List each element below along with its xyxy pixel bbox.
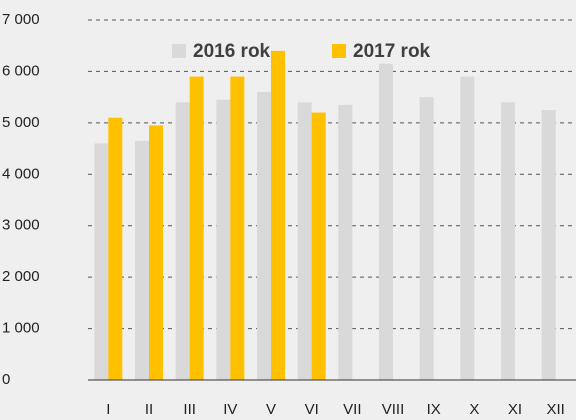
bar <box>312 113 326 380</box>
bar <box>149 125 163 380</box>
background <box>0 0 576 420</box>
x-tick-label: VII <box>343 401 361 418</box>
legend-label: 2017 rok <box>353 41 431 62</box>
x-tick-label: IV <box>223 401 237 418</box>
x-tick-label: I <box>106 401 110 418</box>
y-tick-label: 2 000 <box>2 268 40 285</box>
bar <box>216 100 230 380</box>
bar <box>298 102 312 380</box>
chart: 01 0002 0003 0004 0005 0006 0007 000IIII… <box>0 0 576 420</box>
y-tick-label: 0 <box>2 371 10 388</box>
bar <box>108 118 122 380</box>
bar <box>379 64 393 380</box>
bar <box>542 110 556 380</box>
y-tick-label: 1 000 <box>2 320 40 337</box>
y-tick-label: 6 000 <box>2 62 40 79</box>
bar <box>501 102 515 380</box>
bar <box>271 51 285 380</box>
bar <box>257 92 271 380</box>
x-tick-label: IX <box>427 401 441 418</box>
bar <box>420 97 434 380</box>
y-tick-label: 5 000 <box>2 114 40 131</box>
x-tick-label: X <box>469 401 479 418</box>
bar <box>338 105 352 380</box>
x-tick-label: VIII <box>382 401 405 418</box>
legend-label: 2016 rok <box>193 41 271 62</box>
x-tick-label: VI <box>305 401 319 418</box>
x-tick-label: V <box>266 401 276 418</box>
x-tick-label: XII <box>546 401 564 418</box>
legend-swatch <box>332 44 346 58</box>
bar <box>460 77 474 380</box>
x-tick-label: II <box>145 401 153 418</box>
bar <box>230 77 244 380</box>
x-tick-label: XI <box>508 401 522 418</box>
bar <box>94 143 108 380</box>
y-tick-label: 4 000 <box>2 165 40 182</box>
bar <box>190 77 204 380</box>
x-tick-label: III <box>183 401 196 418</box>
bar <box>176 102 190 380</box>
bar <box>135 141 149 380</box>
legend-swatch <box>172 44 186 58</box>
y-tick-label: 7 000 <box>2 11 40 28</box>
y-tick-label: 3 000 <box>2 217 40 234</box>
